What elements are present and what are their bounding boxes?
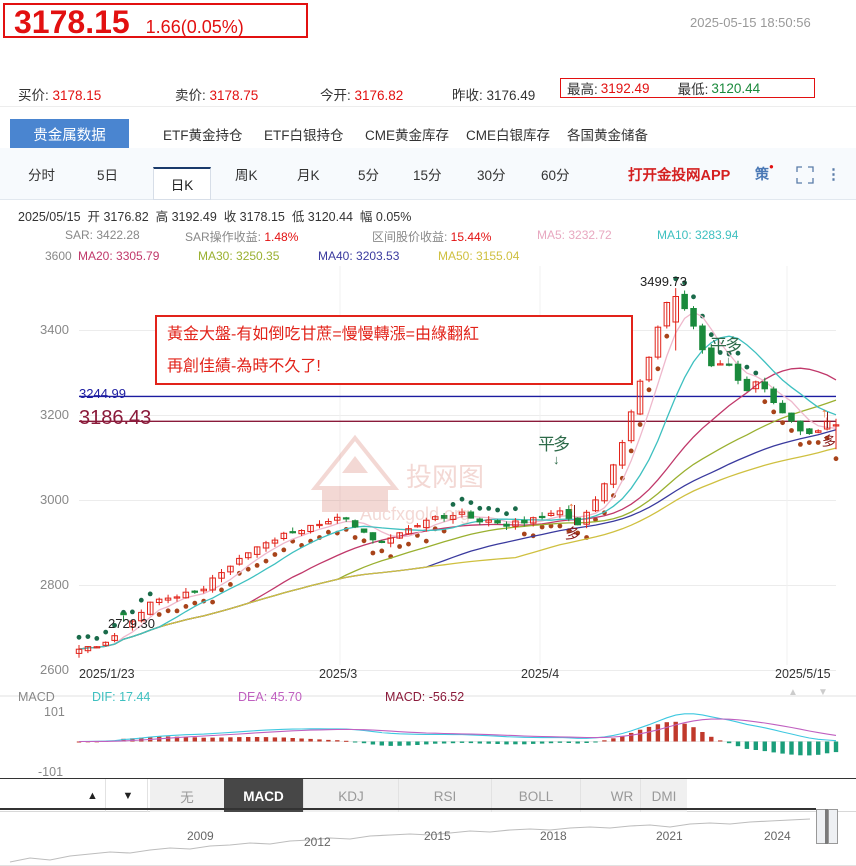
- svg-text:投网图: 投网图: [406, 462, 484, 492]
- svg-text:Aucfxgold.org: Aucfxgold.org: [360, 504, 470, 524]
